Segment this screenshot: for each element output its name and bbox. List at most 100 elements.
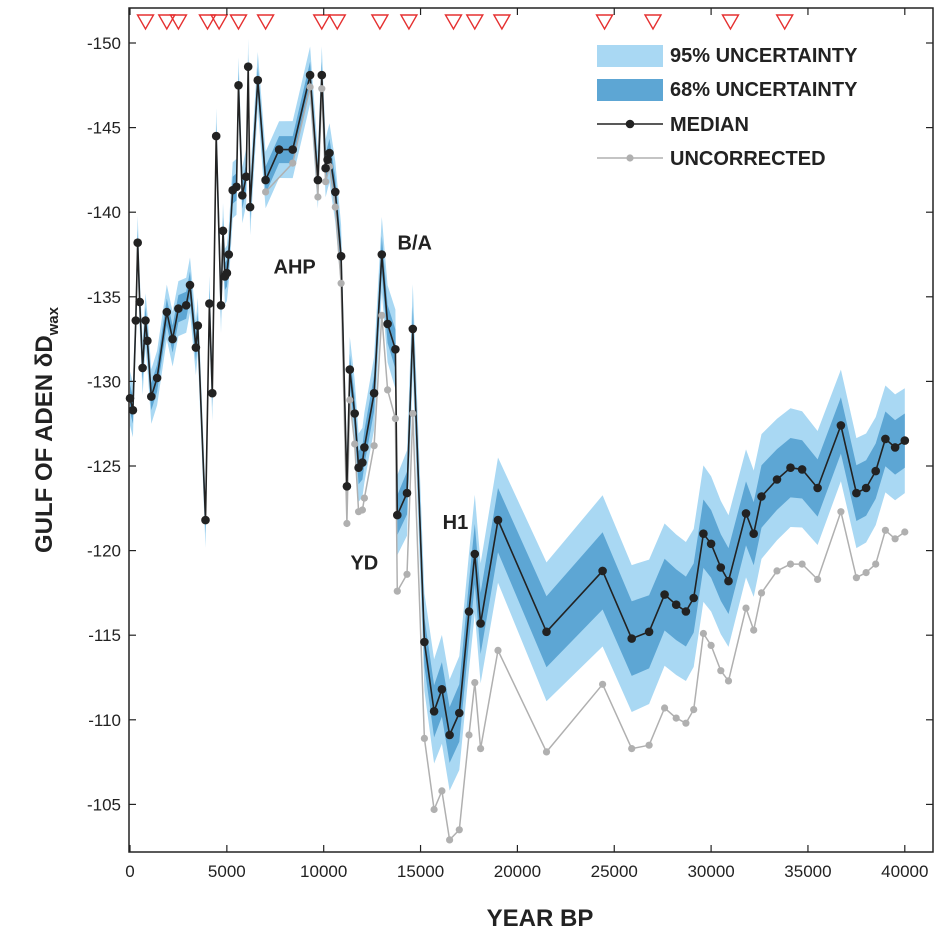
uncorrected-point xyxy=(314,193,322,201)
legend-label: 95% UNCERTAINTY xyxy=(670,45,858,67)
median-point xyxy=(493,515,503,525)
x-tick-label: 40000 xyxy=(881,862,928,881)
y-tick-label: -130 xyxy=(87,372,121,391)
median-point xyxy=(216,301,226,310)
uncorrected-point xyxy=(881,526,890,534)
x-tick-label: 15000 xyxy=(397,862,444,881)
uncorrected-point xyxy=(494,646,502,655)
age-control-triangle-icon xyxy=(492,14,512,31)
age-control-triangle-icon xyxy=(256,14,275,31)
median-point xyxy=(345,365,355,374)
median-point xyxy=(325,148,334,158)
median-point xyxy=(741,509,751,518)
median-point xyxy=(342,482,352,491)
uncorrected-point xyxy=(358,506,366,514)
median-point xyxy=(234,81,243,90)
annotation-yd: YD xyxy=(350,552,378,574)
legend-swatch-95 xyxy=(597,45,663,67)
median-point xyxy=(138,363,147,373)
uncorrected-point xyxy=(430,805,438,814)
median-point xyxy=(336,251,346,261)
uncorrected-point xyxy=(661,704,669,712)
plot-frame xyxy=(128,7,934,853)
y-tick-label: -150 xyxy=(87,34,121,53)
median-point xyxy=(350,409,360,418)
y-axis: -150 -145 -140 -135 -130 -125 -120 -115 -110 -105 xyxy=(87,34,933,814)
age-control-triangle-icon xyxy=(370,14,390,31)
median-point xyxy=(253,75,263,85)
median-point xyxy=(383,319,392,329)
age-control-triangle-icon xyxy=(136,14,155,31)
median-point xyxy=(360,443,369,452)
median-point xyxy=(706,539,716,549)
median-point xyxy=(660,590,669,599)
age-control-triangle-icon xyxy=(775,14,794,31)
median-point xyxy=(288,145,298,154)
uncorrected-point xyxy=(891,535,899,543)
uncorrected-point xyxy=(542,748,551,756)
median-point xyxy=(598,566,607,576)
uncorrected-point xyxy=(331,203,339,211)
uncorrected-point xyxy=(757,589,766,597)
median-point xyxy=(274,145,284,154)
median-point xyxy=(232,182,241,192)
uncertainty-bands xyxy=(130,38,905,791)
median-point xyxy=(900,436,910,445)
median-point xyxy=(305,70,315,80)
legend: 95% UNCERTAINTY 68% UNCERTAINTY MEDIAN UNCO… xyxy=(597,45,858,170)
median-point xyxy=(402,488,412,498)
median-point xyxy=(205,299,214,308)
age-control-triangle-icon xyxy=(209,14,229,31)
median-point xyxy=(331,187,340,197)
median-point xyxy=(699,529,708,538)
uncorrected-point xyxy=(471,679,479,687)
uncorrected-point xyxy=(645,741,653,749)
x-tick-label: 10000 xyxy=(300,862,347,881)
median-point xyxy=(193,321,203,330)
uncorrected-point xyxy=(814,575,822,584)
y-tick-label: -115 xyxy=(88,626,121,645)
age-control-triangle-icon xyxy=(399,14,419,31)
median-point xyxy=(852,488,861,498)
y-tick-label: -105 xyxy=(87,795,121,814)
median-point xyxy=(724,576,733,586)
median-point xyxy=(313,175,323,185)
uncorrected-point xyxy=(465,731,473,739)
median-point xyxy=(317,70,327,80)
median-point xyxy=(321,163,330,173)
median-point xyxy=(836,421,846,430)
uncorrected-point xyxy=(391,415,399,423)
uncorrected-point xyxy=(690,706,698,714)
uncorrected-point xyxy=(742,604,750,612)
median-point xyxy=(261,175,270,185)
uncorrected-point xyxy=(306,83,314,91)
uncorrected-point xyxy=(798,560,806,568)
x-axis: 0 5000 10000 15000 20000 25000 30000 35000 40000 xyxy=(125,8,928,881)
age-control-triangle-icon xyxy=(721,14,740,31)
uncorrected-point xyxy=(901,528,909,536)
x-tick-label: 0 xyxy=(125,862,134,881)
uncorrected-point xyxy=(393,587,401,595)
x-tick-label: 35000 xyxy=(784,862,831,881)
annotations: AHP B/A YD H1 xyxy=(274,233,469,575)
y-tick-label: -135 xyxy=(87,288,121,307)
uncorrected-point xyxy=(750,626,758,634)
uncorrected-point xyxy=(438,787,446,795)
median-point xyxy=(689,593,698,603)
uncorrected-point xyxy=(786,560,795,568)
median-point xyxy=(141,316,150,325)
legend-swatch-68 xyxy=(597,79,663,101)
uncorrected-point xyxy=(403,570,411,578)
median-point xyxy=(201,515,210,525)
x-tick-label: 25000 xyxy=(591,862,638,881)
y-axis-title-sub: wax xyxy=(45,306,62,336)
median-point xyxy=(243,62,253,71)
median-point xyxy=(437,685,447,694)
median-point xyxy=(627,634,636,643)
age-control-triangle-icon xyxy=(328,14,347,31)
median-point xyxy=(162,307,172,317)
age-control-markers xyxy=(136,14,794,31)
x-tick-label: 20000 xyxy=(494,862,541,881)
x-tick-label: 5000 xyxy=(208,862,246,881)
